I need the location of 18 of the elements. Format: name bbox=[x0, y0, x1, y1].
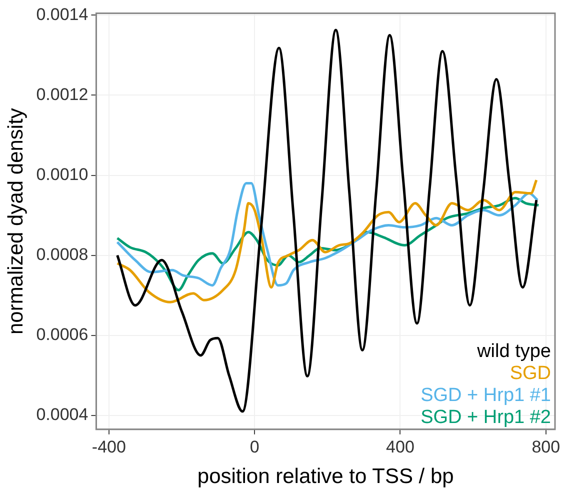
x-tick-label: -400 bbox=[92, 437, 126, 456]
line-series bbox=[116, 178, 538, 304]
text: SGD + Hrp1 #2 bbox=[420, 407, 551, 428]
y-tick-label: 0.0012 bbox=[36, 84, 88, 104]
x-tick-label: 800 bbox=[532, 437, 560, 456]
x-tick-label: 0 bbox=[250, 437, 260, 456]
text: SGD bbox=[510, 363, 551, 384]
y-tick-label: 0.0004 bbox=[36, 405, 88, 424]
y-tick-label: 0.0006 bbox=[36, 325, 88, 344]
y-tick-label: 0.0014 bbox=[36, 4, 88, 24]
x-tick-label: 400 bbox=[386, 437, 414, 456]
series-label: wild type bbox=[476, 341, 551, 362]
x-axis-title: position relative to TSS / bp bbox=[197, 465, 454, 488]
y-axis-title: normalized dyad density bbox=[4, 108, 28, 335]
y-tick-label: 0.0008 bbox=[36, 245, 88, 264]
text: SGD + Hrp1 #1 bbox=[420, 385, 551, 406]
line-series bbox=[116, 182, 539, 287]
y-tick-label: 0.0010 bbox=[36, 164, 88, 184]
